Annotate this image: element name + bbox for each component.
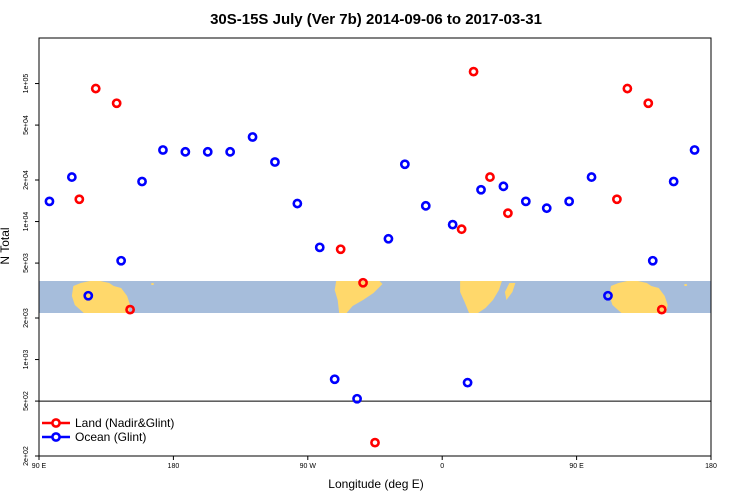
map-land-south-america xyxy=(334,281,383,313)
land-point xyxy=(503,208,513,219)
ocean-point xyxy=(498,181,509,192)
ocean-point xyxy=(383,233,394,244)
ocean-point xyxy=(564,196,575,207)
map-land-australia xyxy=(71,281,131,313)
ocean-point xyxy=(270,157,280,167)
ocean-point xyxy=(158,145,168,155)
land-point xyxy=(468,66,479,77)
land-point xyxy=(358,277,368,288)
ocean-point xyxy=(44,196,55,207)
x-tick-label: 90 E xyxy=(32,463,47,470)
map-land-fiji-repeat xyxy=(684,284,688,286)
x-axis-label: Longitude (deg E) xyxy=(328,477,423,491)
map-land-africa xyxy=(460,281,502,313)
land-point xyxy=(622,83,633,94)
ocean-point xyxy=(420,200,431,211)
map-land-madagascar xyxy=(504,283,516,300)
ocean-point xyxy=(137,176,147,187)
ocean-point xyxy=(541,203,552,214)
ocean-point xyxy=(603,290,613,301)
ocean-point xyxy=(66,172,77,182)
land-point xyxy=(90,83,101,94)
land-point xyxy=(74,194,85,205)
x-tick-label: 90 W xyxy=(300,463,317,470)
land-point xyxy=(125,304,135,315)
map-land-australia-repeat xyxy=(609,281,668,313)
y-tick-label: 5e+03 xyxy=(23,253,30,273)
chart-title: 30S-15S July (Ver 7b) 2014-09-06 to 2017… xyxy=(210,11,542,28)
ocean-point xyxy=(314,242,325,253)
ocean-point xyxy=(520,196,531,207)
map-land-fiji xyxy=(151,283,154,285)
land-point xyxy=(370,437,380,448)
land-point xyxy=(335,244,346,255)
ocean-point xyxy=(83,290,94,301)
x-tick-label: 180 xyxy=(168,463,180,470)
y-tick-label: 2e+04 xyxy=(23,170,30,190)
land-point xyxy=(612,194,622,205)
ocean-point xyxy=(180,146,191,157)
ocean-point xyxy=(247,132,258,142)
legend-marker xyxy=(51,418,61,428)
legend-marker xyxy=(51,432,61,442)
ocean-point xyxy=(202,146,213,157)
y-tick-label: 2e+03 xyxy=(23,308,30,328)
ocean-point xyxy=(329,374,340,385)
x-tick-label: 180 xyxy=(705,463,717,470)
ocean-point xyxy=(399,159,410,170)
y-axis: 2e+02 5e+02 1e+03 2e+03 5e+03 1e+04 2e+04 5e+04… xyxy=(23,74,39,466)
ocean-point xyxy=(462,377,473,388)
y-tick-label: 1e+04 xyxy=(23,212,30,232)
ocean-point xyxy=(352,393,362,404)
land-point xyxy=(656,304,667,315)
y-tick-label: 5e+04 xyxy=(23,115,30,135)
ocean-point xyxy=(225,146,236,157)
ocean-point xyxy=(668,176,679,187)
map-strip xyxy=(39,281,711,313)
land-point xyxy=(643,98,654,109)
plot-frame xyxy=(38,37,712,457)
y-tick-label: 5e+02 xyxy=(23,391,30,411)
x-axis: 90 E 180 90 W 0 90 E 180 xyxy=(32,456,717,470)
legend: Land (Nadir&Glint)Ocean (Glint) xyxy=(42,416,174,444)
legend-entry-label: Ocean (Glint) xyxy=(75,430,146,444)
data-points xyxy=(44,66,700,448)
ocean-point xyxy=(689,145,700,155)
x-tick-label: 90 E xyxy=(569,463,584,470)
land-point xyxy=(456,224,467,235)
ocean-point xyxy=(447,219,458,230)
ocean-point xyxy=(586,172,597,182)
y-tick-label: 1e+03 xyxy=(23,350,30,370)
y-tick-label: 1e+05 xyxy=(23,74,30,94)
y-tick-label: 2e+02 xyxy=(23,446,30,466)
x-tick-label: 0 xyxy=(440,463,444,470)
land-point xyxy=(485,172,495,182)
y-axis-label: N Total xyxy=(0,227,12,264)
ocean-point xyxy=(476,184,486,195)
ocean-point xyxy=(647,255,658,266)
legend-entry-label: Land (Nadir&Glint) xyxy=(75,416,174,430)
ocean-point xyxy=(116,255,127,266)
ocean-point xyxy=(292,198,303,209)
land-point xyxy=(111,98,122,109)
